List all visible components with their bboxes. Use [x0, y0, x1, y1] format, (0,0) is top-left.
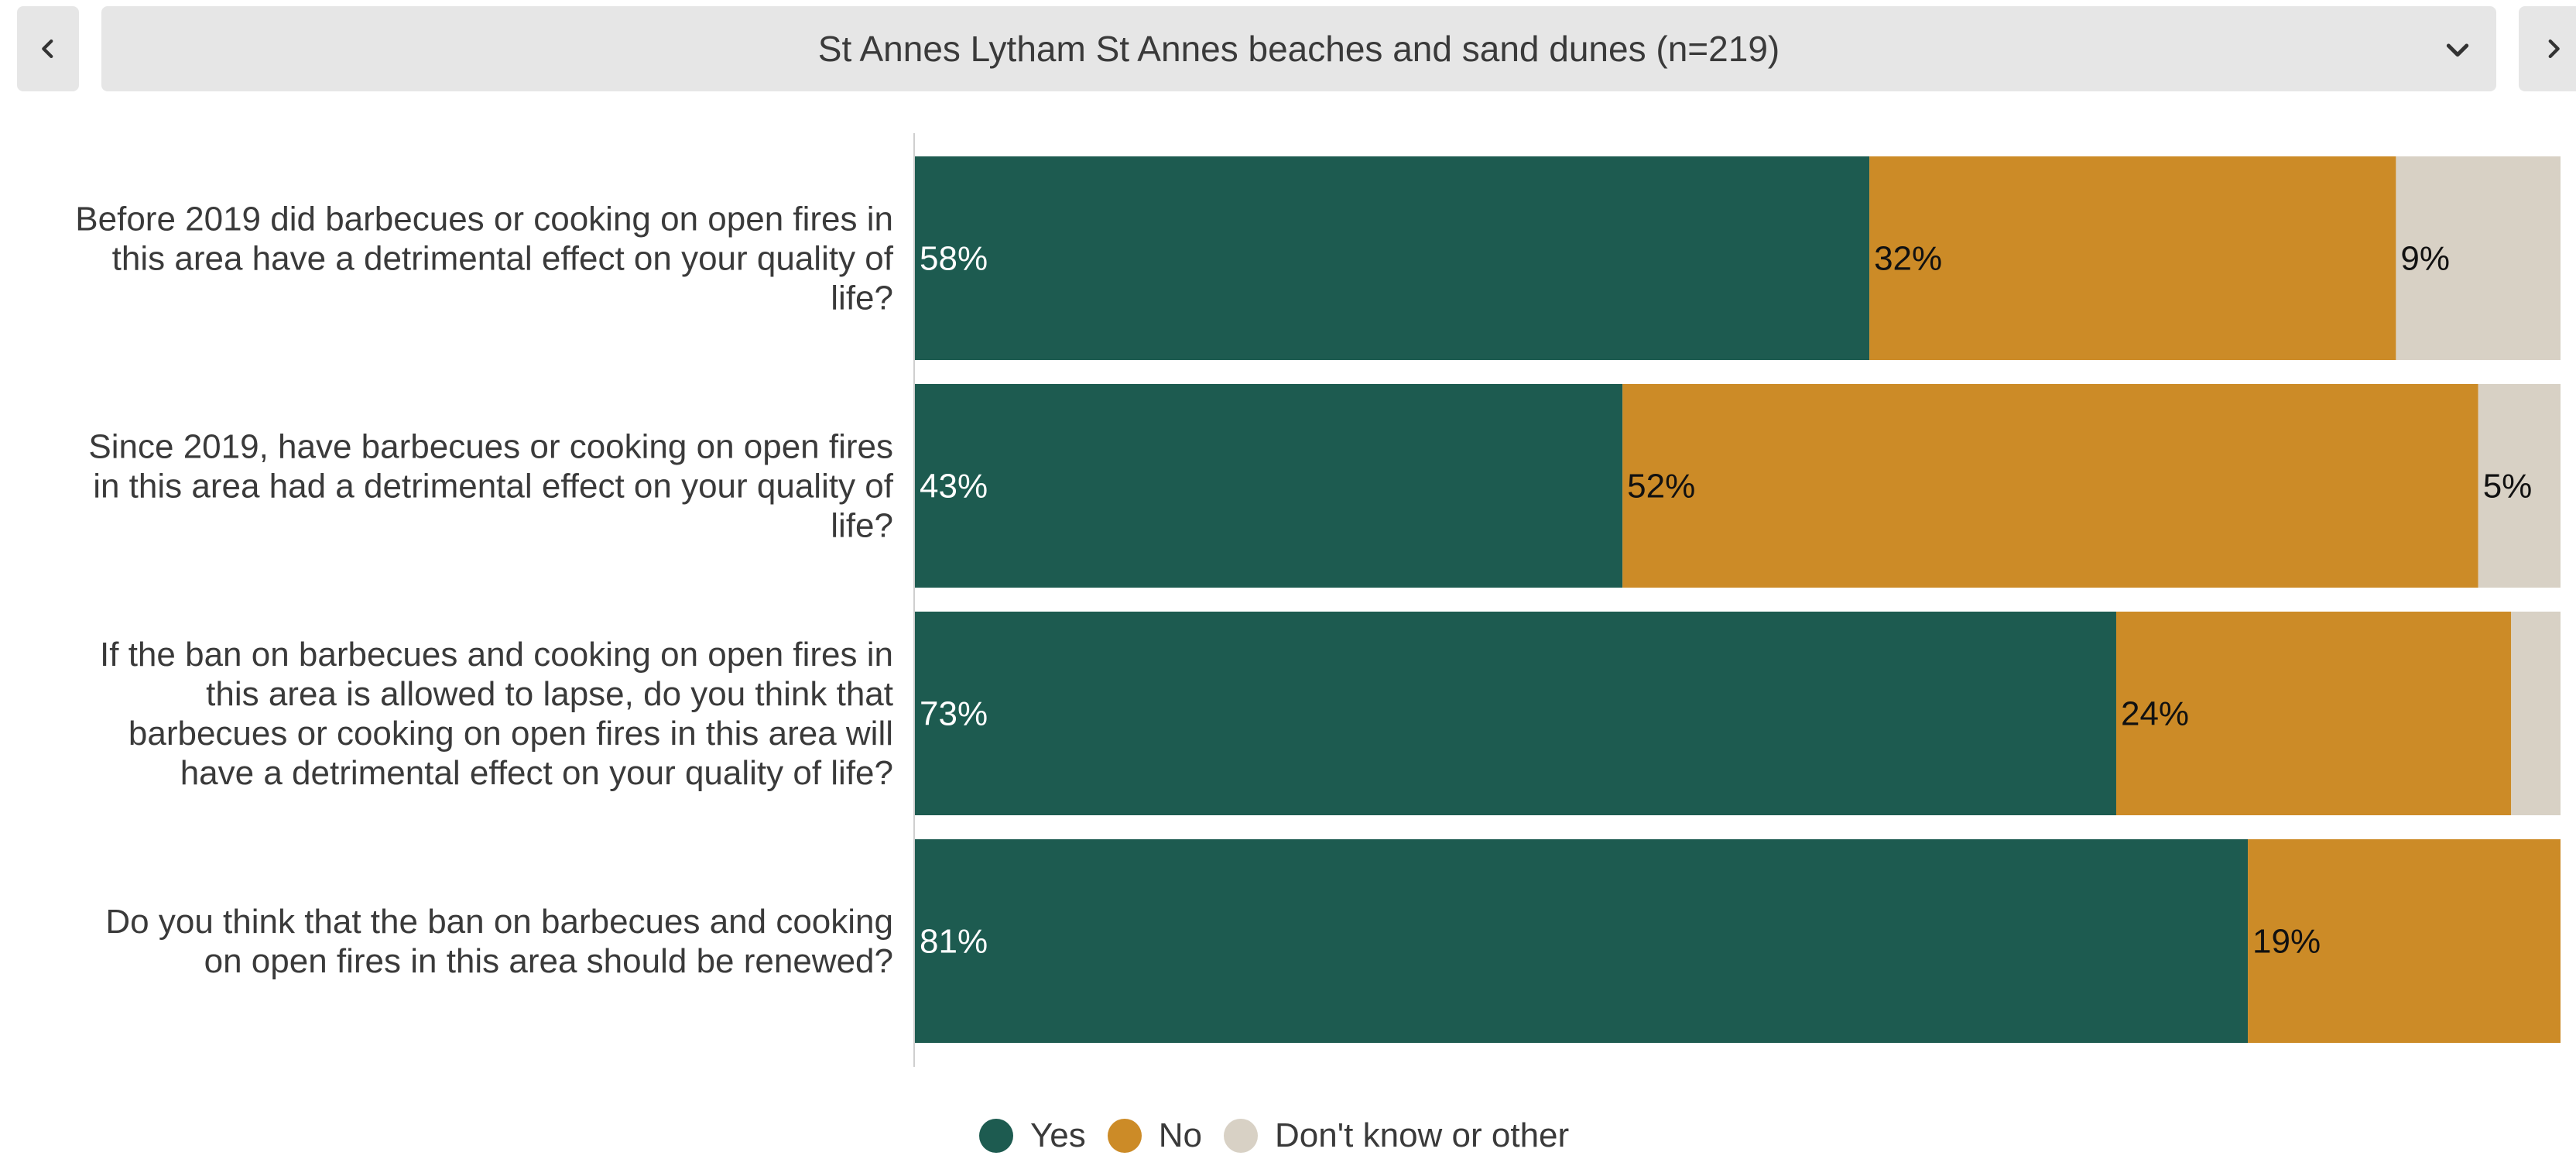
data-label: 52% [1627, 468, 1695, 506]
legend-swatch [979, 1119, 1013, 1153]
legend-label: No [1158, 1116, 1203, 1154]
bar-segment-yes [915, 384, 1623, 588]
data-label: 81% [920, 923, 988, 961]
chevron-down-icon [2446, 43, 2469, 57]
chevron-right-icon [2548, 39, 2560, 59]
legend-swatch [1107, 1119, 1142, 1153]
data-label: 19% [2252, 923, 2321, 961]
bar-segment-no [1869, 156, 2396, 360]
data-label: 58% [920, 240, 988, 278]
category-label: If the ban on barbecues and cooking on o… [100, 636, 893, 792]
stacked-bar-chart: Before 2019 did barbecues or cooking on … [75, 133, 2561, 1067]
bar-segment-don-t-know-or-other [2396, 156, 2561, 360]
previous-button[interactable] [17, 6, 79, 91]
bar-segment-don-t-know-or-other [2478, 384, 2561, 588]
area-select-value: St Annes Lytham St Annes beaches and san… [817, 29, 1780, 69]
legend-item[interactable]: No [1107, 1116, 1203, 1155]
legend-swatch [1224, 1119, 1259, 1153]
bar-segment-yes [915, 612, 2116, 815]
bar-segment-yes [915, 839, 2249, 1043]
category-label: Since 2019, have barbecues or cooking on… [88, 428, 893, 545]
bar-segment-yes [915, 156, 1870, 360]
legend-label: Don't know or other [1275, 1116, 1570, 1154]
bar-segment-no [1622, 384, 2478, 588]
data-label: 5% [2483, 468, 2533, 506]
data-label: 9% [2400, 240, 2450, 278]
data-label: 43% [920, 468, 988, 506]
legend-label: Yes [1030, 1116, 1086, 1154]
category-label: Do you think that the ban on barbecues a… [105, 903, 893, 980]
bar-segment-no [2115, 612, 2512, 815]
chart-legend: Yes No Don't know or other [979, 1113, 1591, 1159]
data-label: 32% [1874, 240, 1942, 278]
bar-segment-don-t-know-or-other [2511, 612, 2561, 815]
area-select-dropdown[interactable]: St Annes Lytham St Annes beaches and san… [101, 6, 2496, 91]
data-label: 73% [920, 695, 988, 733]
chevron-left-icon [42, 39, 53, 59]
legend-item[interactable]: Yes [979, 1116, 1086, 1155]
data-label: 24% [2121, 695, 2189, 733]
bar-segment-no [2248, 839, 2561, 1043]
category-label: Before 2019 did barbecues or cooking on … [75, 201, 893, 317]
legend-item[interactable]: Don't know or other [1224, 1116, 1569, 1155]
next-button[interactable] [2519, 6, 2576, 91]
